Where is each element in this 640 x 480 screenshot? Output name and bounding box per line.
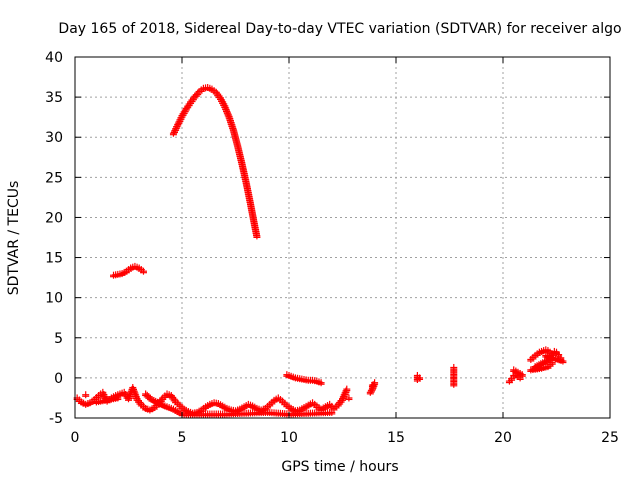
- x-tick-label: 5: [178, 430, 187, 446]
- data-point: [450, 380, 458, 388]
- y-axis-title: SDTVAR / TECUs: [6, 181, 22, 296]
- series-small-arc: [283, 371, 325, 387]
- y-tick-label: 15: [45, 251, 63, 267]
- data-points: [73, 83, 567, 418]
- y-tick-label: 20: [45, 210, 63, 226]
- grid: [75, 57, 610, 418]
- x-axis-title: GPS time / hours: [281, 459, 398, 475]
- series-high-arc: [169, 83, 261, 240]
- series-mid-segment: [110, 262, 147, 279]
- data-point: [328, 408, 336, 416]
- x-tick-label: 25: [601, 430, 619, 446]
- x-tick-label: 10: [280, 430, 298, 446]
- y-tick-label: 10: [45, 291, 63, 307]
- series-low-band: [73, 384, 353, 418]
- data-point: [317, 379, 325, 387]
- data-point: [548, 359, 556, 367]
- series-cluster-20-5: [505, 366, 526, 385]
- axis-ticks: 0 5 10 15 20 25 -5 0 5 10 15 20 25 30 35 40: [45, 50, 619, 446]
- data-point: [510, 366, 518, 374]
- data-point: [139, 267, 147, 275]
- y-tick-label: 0: [54, 371, 63, 387]
- y-tick-label: 30: [45, 130, 63, 146]
- y-tick-label: 25: [45, 170, 63, 186]
- data-point: [345, 394, 353, 402]
- data-point: [368, 381, 376, 389]
- y-tick-label: 35: [45, 90, 63, 106]
- x-tick-label: 0: [71, 430, 80, 446]
- series-isolated-14: [366, 379, 379, 396]
- data-point: [114, 394, 122, 402]
- y-tick-label: 5: [54, 331, 63, 347]
- x-tick-label: 15: [387, 430, 405, 446]
- chart-title: Day 165 of 2018, Sidereal Day-to-day VTE…: [58, 21, 621, 37]
- x-tick-label: 20: [494, 430, 512, 446]
- series-isolated-17-7: [450, 363, 458, 388]
- plot-frame: [74, 56, 611, 419]
- series-cluster-22: [527, 346, 567, 374]
- data-point: [253, 232, 261, 240]
- series-isolated-16: [413, 371, 424, 383]
- data-point: [82, 391, 90, 399]
- y-tick-label: -5: [49, 411, 63, 427]
- data-point: [416, 374, 424, 382]
- data-point: [343, 385, 351, 393]
- y-tick-label: 40: [45, 50, 63, 66]
